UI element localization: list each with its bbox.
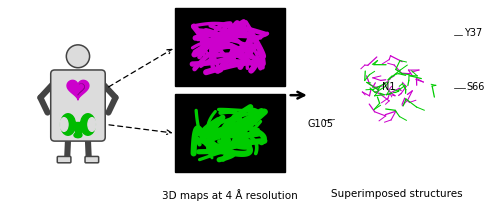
Ellipse shape [74, 133, 82, 138]
Text: 3D maps at 4 Å resolution: 3D maps at 4 Å resolution [162, 188, 298, 200]
Ellipse shape [60, 114, 76, 136]
Ellipse shape [80, 114, 96, 136]
Text: Y37: Y37 [464, 28, 482, 38]
Bar [176, 95, 285, 173]
FancyBboxPatch shape [85, 157, 98, 163]
Ellipse shape [60, 118, 68, 132]
Text: N1: N1 [382, 82, 396, 92]
Bar [176, 9, 285, 87]
Ellipse shape [88, 118, 96, 132]
FancyBboxPatch shape [58, 157, 71, 163]
Text: Superimposed structures: Superimposed structures [332, 188, 463, 198]
Text: S66: S66 [467, 82, 485, 92]
Circle shape [66, 46, 90, 68]
FancyBboxPatch shape [50, 71, 105, 141]
Bar [75, 122, 81, 135]
Polygon shape [67, 81, 89, 100]
Text: G105: G105 [308, 118, 334, 128]
